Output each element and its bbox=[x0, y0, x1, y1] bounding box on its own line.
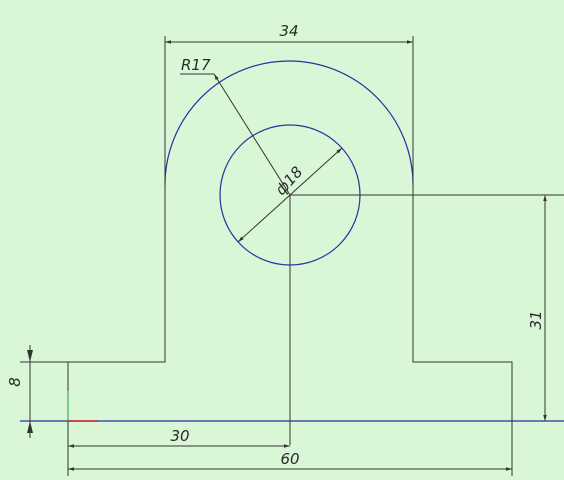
dimension-label: 31 bbox=[527, 310, 545, 329]
dimension-label: R17 bbox=[181, 56, 211, 74]
dimension-label: 8 bbox=[6, 377, 24, 387]
dimension-label: 34 bbox=[279, 22, 298, 40]
dimension-label: 30 bbox=[170, 427, 189, 445]
dimension-label: 60 bbox=[280, 450, 299, 468]
arc bbox=[164, 60, 414, 186]
outline bbox=[68, 185, 513, 421]
dimension-line bbox=[237, 147, 343, 243]
